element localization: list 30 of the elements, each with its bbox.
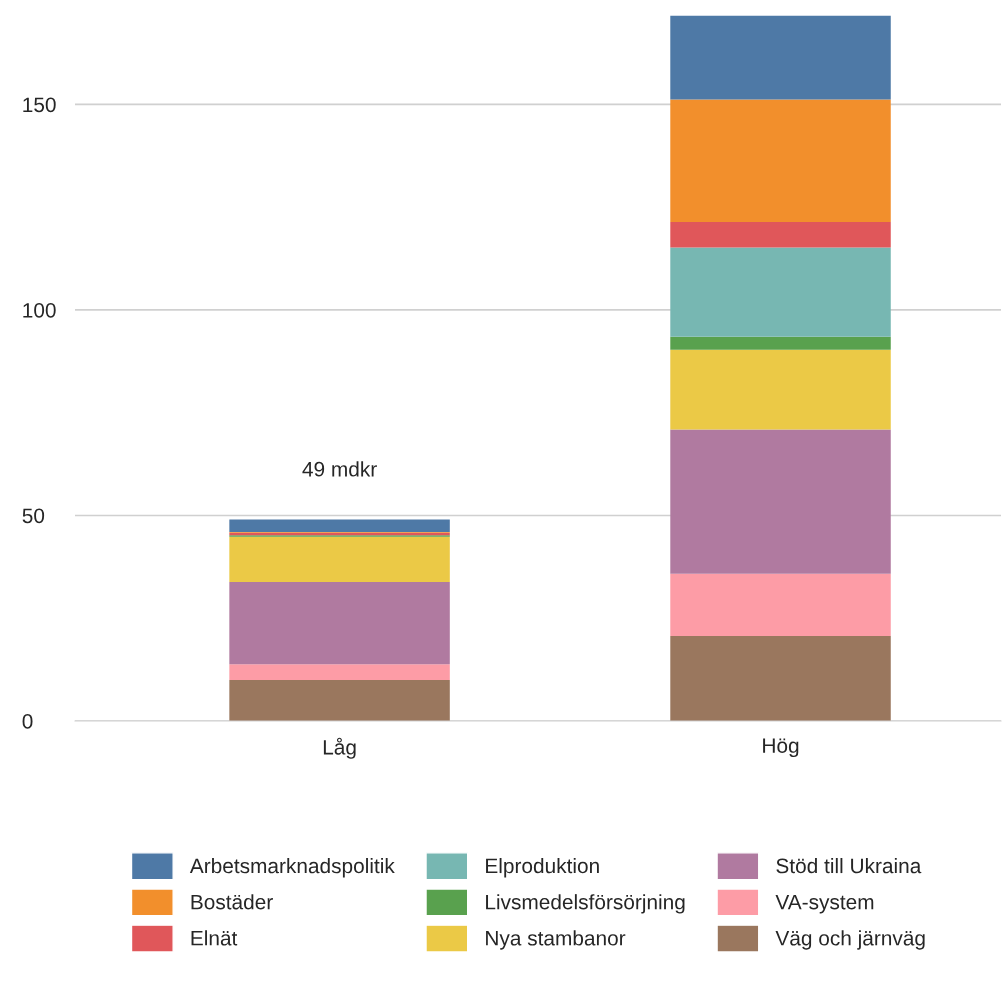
legend-label: Arbetsmarknadspolitik (189, 857, 395, 878)
bar (229, 582, 450, 665)
y-tick-label: 150 (23, 97, 56, 113)
bar (670, 15, 891, 100)
bar (670, 99, 891, 222)
bar (670, 221, 891, 248)
legend-label: Väg och järnväg (775, 930, 925, 950)
bar (670, 429, 891, 574)
legend-label: Bostäder (191, 894, 273, 910)
legend-label: Stöd till Ukraina (776, 857, 922, 874)
bar (670, 349, 891, 430)
bar (670, 336, 891, 350)
bar (670, 573, 891, 636)
legend-label: Elnät (191, 930, 238, 946)
y-tick-label: 50 (22, 508, 45, 524)
legend-label: Livsmedelsförsörjning (486, 894, 685, 914)
bar (229, 664, 450, 680)
x-tick-label: Hög (763, 738, 799, 758)
y-tick-label: 0 (22, 714, 33, 729)
annotation: 49 mdkr (302, 461, 377, 477)
legend-label: Elproduktion (486, 857, 599, 878)
bar (229, 536, 450, 583)
bar (670, 247, 891, 337)
bar (229, 519, 450, 532)
y-tick-label: 100 (23, 302, 56, 318)
bar (229, 679, 450, 721)
bar (670, 635, 891, 721)
legend-label: Nya stambanor (486, 930, 626, 950)
legend-label: VA-system (775, 894, 874, 914)
x-tick-label: Låg (323, 737, 356, 759)
